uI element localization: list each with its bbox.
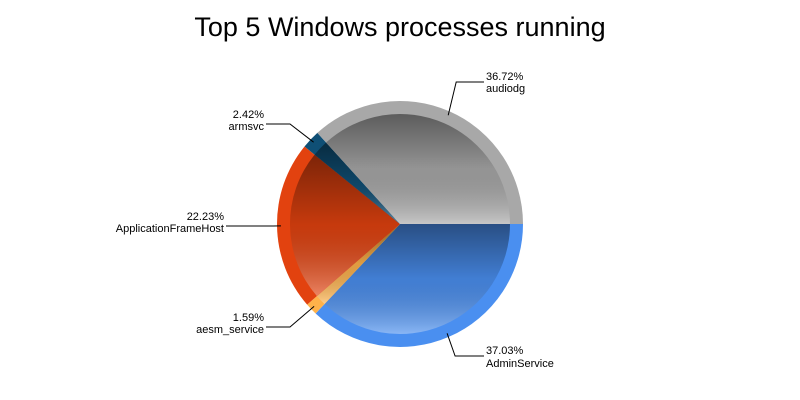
leader-line-armsvc bbox=[266, 123, 314, 143]
slice-percent-label-aesm-service: 1.59% bbox=[233, 312, 264, 324]
pie-slice-applicationframehost bbox=[277, 146, 400, 305]
slice-percent-label-applicationframehost: 22.23% bbox=[187, 211, 225, 223]
leader-line-audiodg bbox=[447, 81, 484, 116]
pie-slice-aesm-service bbox=[307, 224, 400, 314]
slice-name-label-armsvc: armsvc bbox=[229, 121, 265, 133]
leader-line-aesm-service bbox=[266, 306, 315, 328]
slice-percent-label-adminservice: 37.03% bbox=[486, 345, 524, 357]
slice-percent-label-audiodg: 36.72% bbox=[486, 71, 524, 83]
pie-slice-audiodg bbox=[317, 101, 523, 224]
slice-name-label-aesm-service: aesm_service bbox=[196, 324, 264, 336]
leader-line-adminservice bbox=[446, 333, 484, 357]
slice-name-label-audiodg: audiodg bbox=[486, 83, 525, 95]
chart-title: Top 5 Windows processes running bbox=[194, 12, 606, 42]
pie-slice-armsvc bbox=[304, 132, 400, 224]
pie-slice-adminservice bbox=[315, 224, 523, 347]
slice-name-label-applicationframehost: ApplicationFrameHost bbox=[116, 223, 224, 235]
slice-name-label-adminservice: AdminService bbox=[486, 358, 554, 370]
slice-percent-label-armsvc: 2.42% bbox=[233, 109, 264, 121]
